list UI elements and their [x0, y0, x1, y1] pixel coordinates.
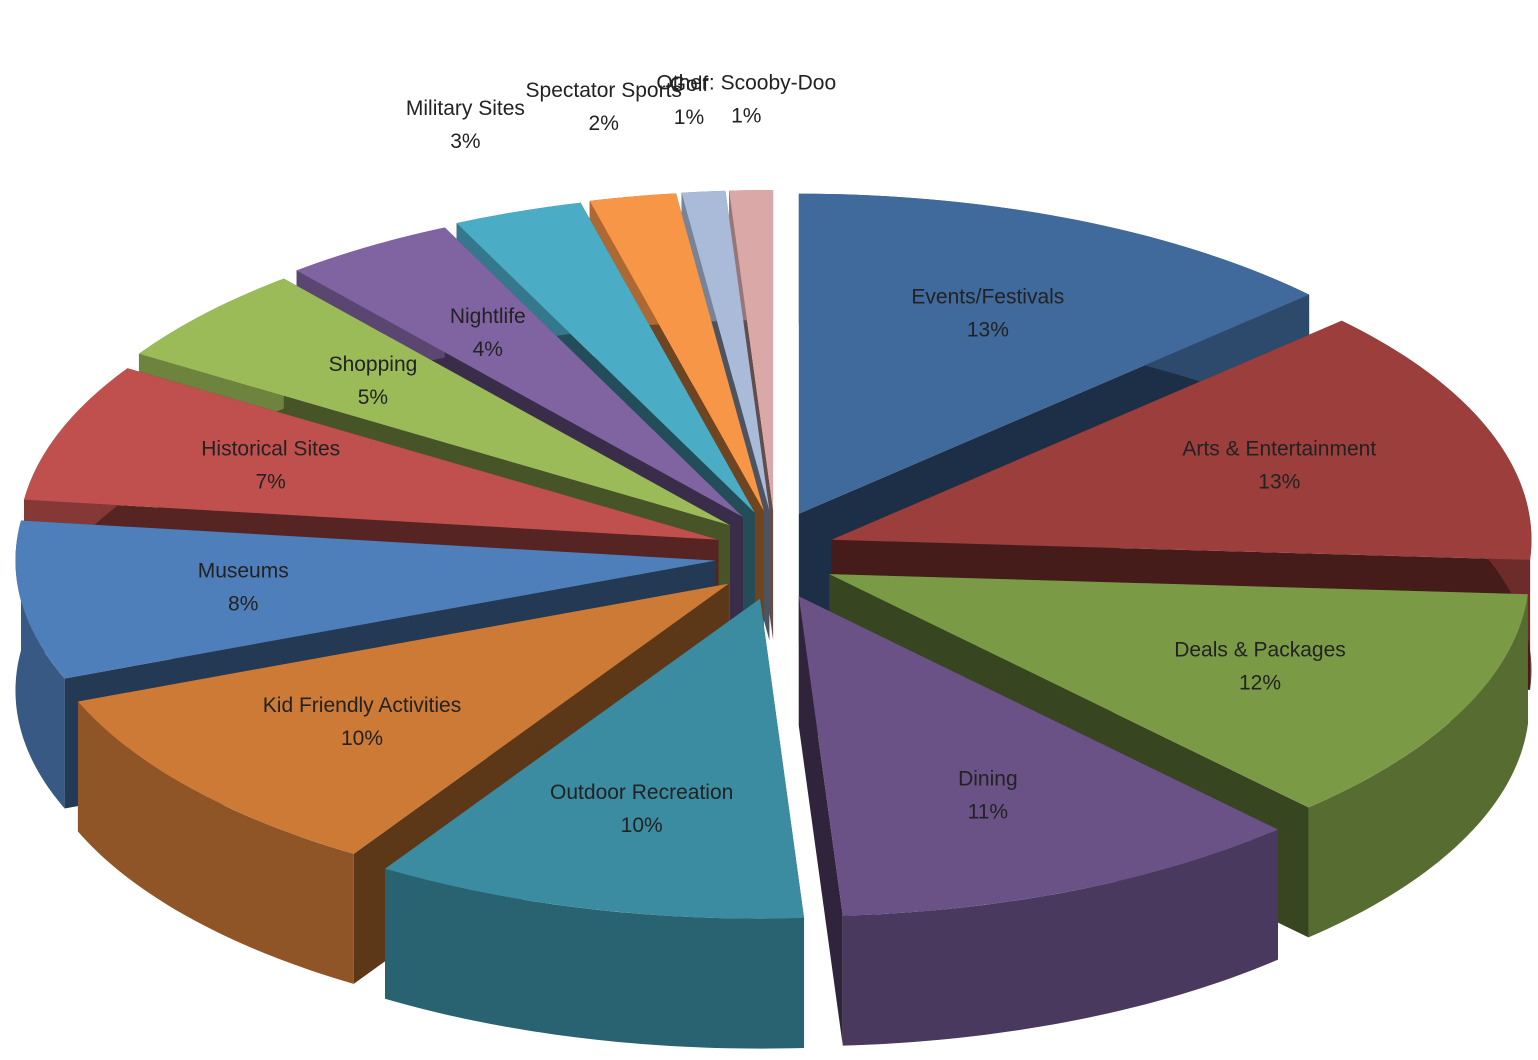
slice-category: Shopping: [329, 353, 418, 376]
slice-value-label: 13%: [1258, 471, 1300, 494]
slice-edge: [77, 701, 354, 984]
slice: [798, 596, 1279, 1046]
slice-value-label: 8%: [228, 592, 258, 615]
slice-top: [138, 278, 730, 526]
slice-value-label: 5%: [358, 386, 388, 409]
slice-top: [589, 193, 764, 511]
slice-category: Outdoor Recreation: [550, 781, 733, 804]
slice-top: [384, 598, 805, 919]
slice-value-label: 10%: [341, 727, 383, 750]
slice-category: Golf: [670, 73, 709, 96]
slice-top: [681, 190, 770, 511]
slice-category: Dining: [958, 768, 1018, 791]
slice-value-label: 2%: [589, 112, 619, 135]
slice: [384, 598, 805, 1049]
slice-value-label: 12%: [1239, 671, 1281, 694]
slice-edge: [384, 868, 805, 1049]
slice-category: Deals & Packages: [1174, 638, 1346, 661]
slice-category: Events/Festivals: [911, 286, 1064, 309]
slice-side: [798, 596, 843, 1046]
slice-value-label: 1%: [674, 106, 704, 129]
slice-category: Kid Friendly Activities: [263, 694, 461, 717]
slice-top: [729, 190, 774, 511]
slice-category: Arts & Entertainment: [1182, 438, 1376, 461]
slice-top: [24, 368, 719, 540]
slice-edge: [842, 829, 1279, 1046]
slice-value-label: 4%: [473, 338, 503, 361]
slice-top: [15, 520, 716, 679]
slice-value-label: 1%: [731, 104, 761, 127]
slice-top: [829, 574, 1528, 808]
slice-top: [831, 320, 1532, 560]
slice-category: Nightlife: [450, 305, 526, 328]
slice-category: Museums: [198, 559, 289, 582]
slice-top: [798, 193, 1310, 514]
slice-category: Spectator Sports: [526, 79, 682, 102]
slice-edge: [15, 520, 65, 809]
slice-value-label: 13%: [967, 319, 1009, 342]
slice-category: Military Sites: [406, 97, 525, 120]
slice-category: Historical Sites: [201, 438, 340, 461]
slice-edge: [1308, 594, 1528, 938]
slice-top: [798, 596, 1279, 916]
slice-top: [456, 202, 755, 513]
slice-category: Other: Scooby-Doo: [656, 71, 836, 94]
slice-top: [77, 583, 729, 854]
slice-value-label: 3%: [450, 130, 480, 153]
slice-top: [296, 227, 743, 518]
slice-value-label: 11%: [968, 801, 1008, 824]
slice-value-label: 10%: [621, 814, 663, 837]
slice-value-label: 7%: [256, 471, 286, 494]
